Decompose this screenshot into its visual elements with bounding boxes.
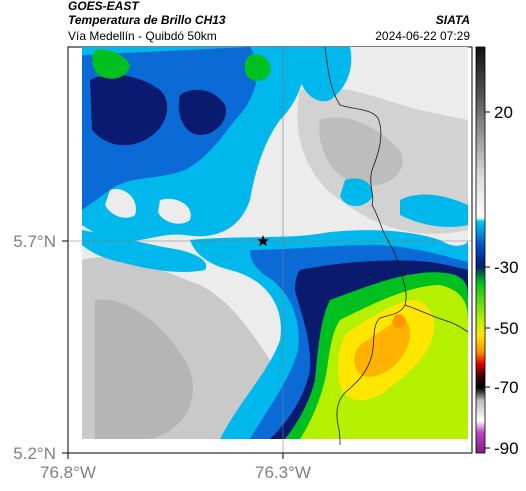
timestamp-label: 2024-06-22 07:29 — [375, 29, 470, 43]
colorbar-label-neg50: -50 — [494, 319, 519, 338]
colorbar-label-neg70: -70 — [494, 378, 519, 397]
temperature-field — [82, 47, 468, 439]
product-title: Temperatura de Brillo CH13 — [68, 13, 226, 27]
satellite-title: GOES-EAST — [68, 0, 139, 13]
lat-label-5.7: 5.7°N — [13, 232, 56, 251]
colorbar-label-20: 20 — [494, 103, 513, 122]
department-border-east — [404, 304, 469, 333]
lat-label-5.2: 5.2°N — [13, 444, 56, 463]
reference-point-marker — [257, 235, 269, 247]
department-border — [324, 46, 407, 446]
colorbar — [475, 46, 486, 454]
lon-label-76.8: 76.8°W — [40, 463, 96, 482]
organization-label: SIATA — [435, 13, 470, 27]
lon-label-76.3: 76.3°W — [255, 463, 311, 482]
colorbar-label-neg30: -30 — [494, 258, 519, 277]
colorbar-label-neg90: -90 — [494, 439, 519, 458]
region-subtitle: Vía Medellín - Quibdó 50km — [68, 29, 217, 43]
